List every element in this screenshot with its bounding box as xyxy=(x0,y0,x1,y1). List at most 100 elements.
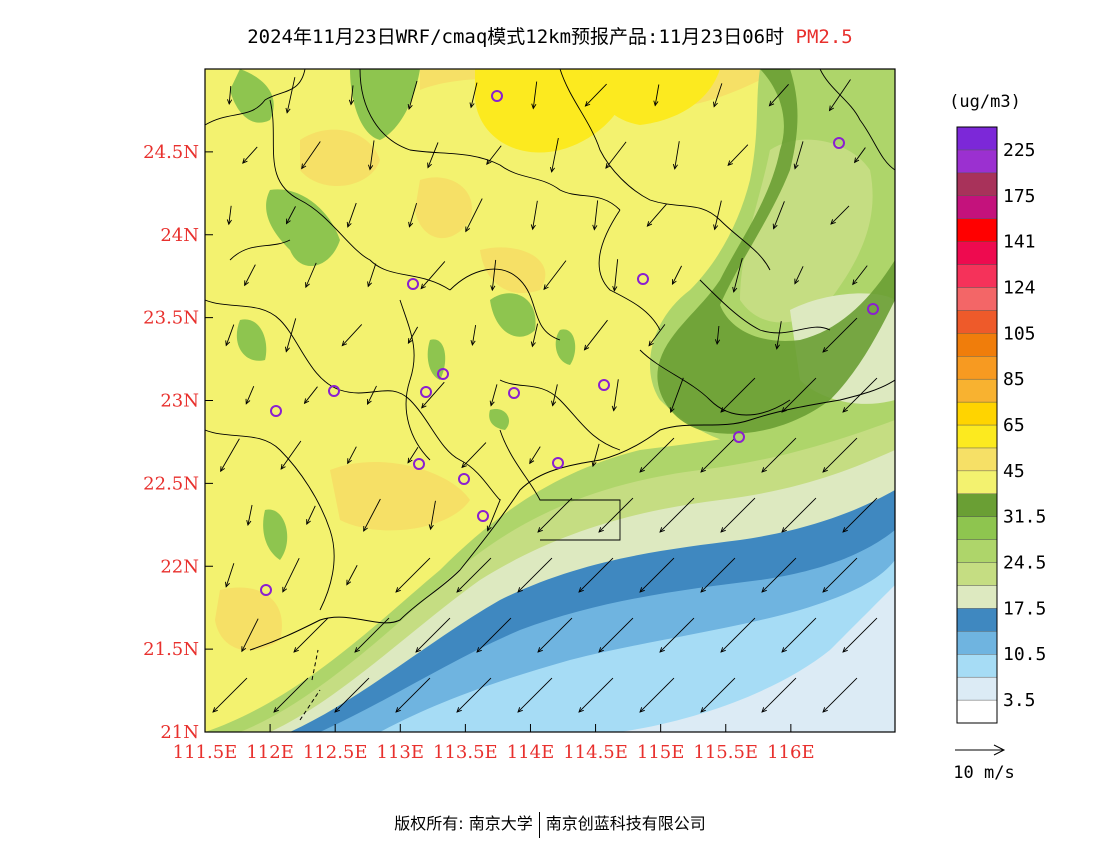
wind-arrowhead xyxy=(611,405,617,412)
wind-vector xyxy=(245,386,255,404)
station-marker xyxy=(867,303,879,315)
lat-tick-label: 24.5N xyxy=(143,142,199,163)
wind-vector xyxy=(592,443,600,467)
wind-vector xyxy=(273,677,309,713)
wind-vector xyxy=(551,138,559,172)
wind-arrowhead xyxy=(822,587,828,593)
field-65-85 xyxy=(475,69,626,153)
colorbar-unit: (ug/m3) xyxy=(949,92,1021,112)
colorbar-bin xyxy=(956,631,998,655)
wind-vector xyxy=(720,497,756,533)
wind-vector xyxy=(829,79,851,111)
wind-arrowhead xyxy=(517,707,523,713)
colorbar-bin xyxy=(956,470,998,494)
wind-vector xyxy=(852,265,868,285)
wind-vector xyxy=(578,557,614,593)
wind-arrowhead xyxy=(212,707,218,713)
lat-tick-label: 22.5N xyxy=(143,473,199,494)
lon-tick-label: 116E xyxy=(767,742,815,763)
station-marker xyxy=(637,273,649,285)
wind-vector xyxy=(714,200,722,230)
wind-vector xyxy=(639,437,675,473)
wind-arrowhead xyxy=(227,99,233,105)
wind-arrowhead xyxy=(489,400,495,407)
lat-tick-label: 21N xyxy=(160,722,199,743)
wind-arrowhead xyxy=(578,587,584,593)
wind-arrowhead xyxy=(646,221,653,227)
wind-arrowhead xyxy=(842,407,848,413)
wind-vector xyxy=(647,203,667,227)
wind-arrowhead xyxy=(537,647,543,653)
colorbar-bin xyxy=(956,356,998,380)
wind-arrowhead xyxy=(420,283,426,290)
wind-vector xyxy=(427,142,439,168)
wind-arrowhead xyxy=(427,162,432,169)
wind-vector xyxy=(733,257,743,293)
wind-arrowhead xyxy=(225,340,231,347)
wind-vector xyxy=(304,386,318,404)
wind-vector xyxy=(282,557,300,593)
wind-vector xyxy=(822,677,858,713)
colorbar-bin xyxy=(956,378,998,403)
wind-vector xyxy=(674,141,680,169)
colorbar-level-label: 105 xyxy=(1003,323,1036,344)
wind-arrowhead xyxy=(408,221,414,228)
wind-arrowhead xyxy=(301,163,307,170)
wind-arrowhead xyxy=(456,587,462,593)
wind-vector xyxy=(285,318,297,352)
lon-tick-label: 115.5E xyxy=(693,742,758,763)
wind-vector xyxy=(769,83,789,107)
wind-vector xyxy=(247,504,253,526)
field-green xyxy=(230,69,895,560)
wind-arrowhead xyxy=(242,158,248,164)
wind-arrowhead xyxy=(286,218,291,225)
wind-vector xyxy=(517,557,553,593)
wind-vector xyxy=(537,617,573,653)
wind-vector xyxy=(242,146,258,164)
colorbar-bin xyxy=(956,401,998,426)
wind-vector xyxy=(476,617,512,653)
wind-vector xyxy=(212,677,248,713)
wind-vector xyxy=(363,498,381,532)
wind-vector xyxy=(842,497,878,533)
wind-arrowhead xyxy=(470,340,476,346)
colorbar-level-label: 45 xyxy=(1003,461,1025,482)
wind-arrowhead xyxy=(639,707,645,713)
wind-arrowhead xyxy=(346,221,352,228)
wind-arrowhead xyxy=(293,647,299,653)
wind-arrowhead xyxy=(639,467,645,473)
wind-vector xyxy=(700,677,736,713)
wind-arrowhead xyxy=(659,647,665,653)
station-marker xyxy=(328,385,340,397)
wind-vector xyxy=(830,205,850,225)
wind-vector xyxy=(395,677,431,713)
station-marker xyxy=(270,405,282,417)
wind-arrowhead xyxy=(354,647,360,653)
wind-arrowhead xyxy=(246,520,252,527)
wind-arrowhead xyxy=(669,407,675,414)
wind-vector xyxy=(341,324,363,346)
colorbar-bin xyxy=(956,608,998,632)
wind-arrowhead xyxy=(303,398,310,405)
wind-vector xyxy=(720,617,756,653)
colorbar-bin xyxy=(956,539,998,563)
wind-vector xyxy=(781,377,817,413)
wind-vector xyxy=(490,384,498,406)
station-marker xyxy=(598,379,610,391)
wind-vector xyxy=(727,144,749,166)
colorbar-bin xyxy=(956,218,998,242)
lon-tick-label: 113E xyxy=(377,742,425,763)
chart-title: 2024年11月23日WRF/cmaq模式12km预报产品:11月23日06时 … xyxy=(0,22,1100,49)
wind-arrowhead xyxy=(225,581,230,588)
wind-arrowhead xyxy=(367,399,372,405)
wind-vector xyxy=(773,201,785,229)
colorbar-level-label: 65 xyxy=(1003,415,1025,436)
colorbar-bin xyxy=(956,676,998,701)
wind-arrowhead xyxy=(415,647,421,653)
station-marker xyxy=(491,90,503,102)
wind-vector xyxy=(347,202,357,228)
station-marker xyxy=(260,584,272,596)
wind-arrowhead xyxy=(530,224,536,231)
station-marker xyxy=(833,137,845,149)
wind-arrowhead xyxy=(713,101,718,108)
